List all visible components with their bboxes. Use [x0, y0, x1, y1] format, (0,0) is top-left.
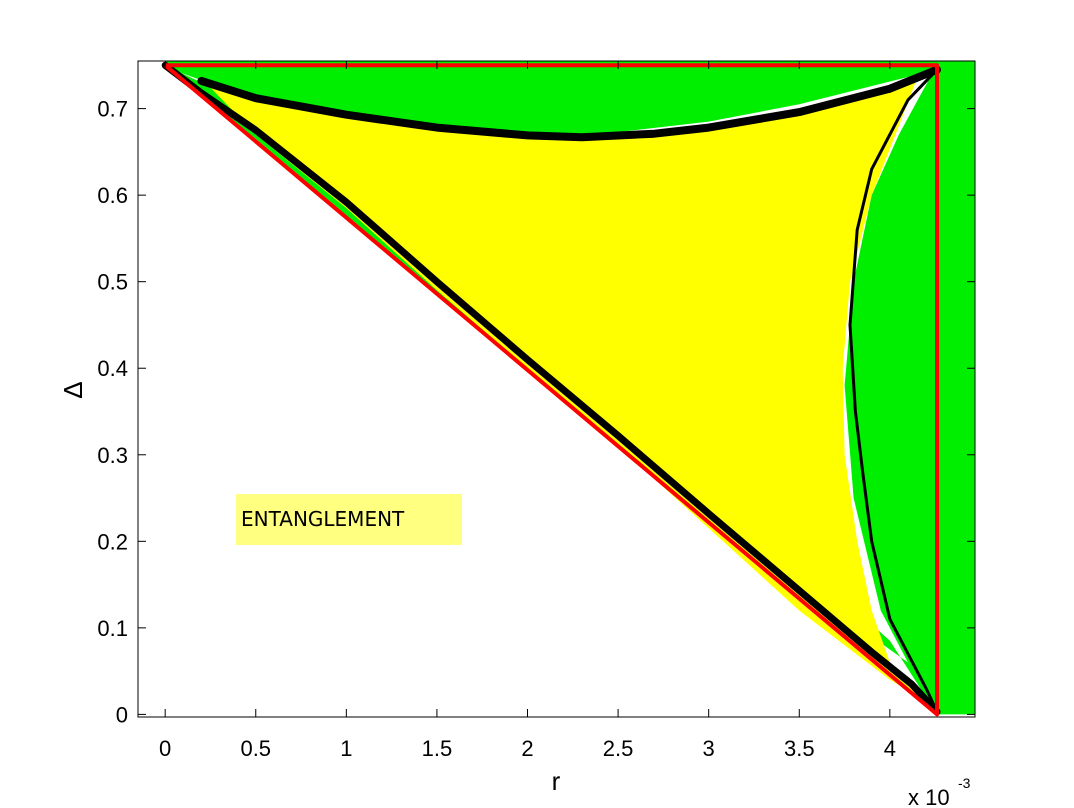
x-tick-label: 3.5 — [784, 736, 815, 761]
curves-layer — [161, 61, 941, 717]
y-axis-ticks: 0 0.1 0.2 0.3 0.4 0.5 0.6 0.7 — [97, 97, 975, 727]
y-tick-label: 0.3 — [97, 443, 128, 468]
x-multiplier-exponent: -3 — [958, 775, 971, 791]
x-tick-label: 2 — [521, 736, 533, 761]
x-axis-ticks: 0 0.5 1 1.5 2 2.5 3 3.5 4 — [159, 61, 896, 761]
axes-frame — [137, 60, 976, 718]
x-tick-label: 3 — [703, 736, 715, 761]
y-tick-label: 0.6 — [97, 183, 128, 208]
y-tick-label: 0.4 — [97, 356, 128, 381]
x-tick-label: 0 — [159, 736, 171, 761]
x-tick-label: 0.5 — [240, 736, 271, 761]
x-multiplier-label: x 10 — [908, 785, 950, 808]
green-region-right-band — [844, 61, 975, 715]
y-tick-label: 0.1 — [97, 616, 128, 641]
black-upper-arc — [197, 65, 941, 142]
y-tick-label: 0.2 — [97, 529, 128, 554]
annotation-box — [236, 494, 462, 545]
y-axis-label: Δ — [58, 381, 88, 398]
y-tick-label: 0.7 — [97, 97, 128, 122]
x-tick-label: 2.5 — [603, 736, 634, 761]
black-right-edge — [848, 68, 939, 714]
x-tick-label: 4 — [884, 736, 896, 761]
x-tick-label: 1.5 — [422, 736, 453, 761]
x-axis-label: r — [552, 766, 561, 796]
y-tick-label: 0.5 — [97, 270, 128, 295]
black-lower-diagonal — [161, 61, 941, 716]
y-tick-label: 0 — [116, 702, 128, 727]
x-tick-label: 1 — [340, 736, 352, 761]
annotation-text: ENTANGLEMENT — [241, 507, 405, 531]
outer-triangle-boundary — [163, 63, 939, 717]
